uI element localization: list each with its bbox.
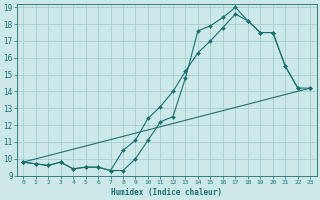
X-axis label: Humidex (Indice chaleur): Humidex (Indice chaleur) [111,188,222,197]
